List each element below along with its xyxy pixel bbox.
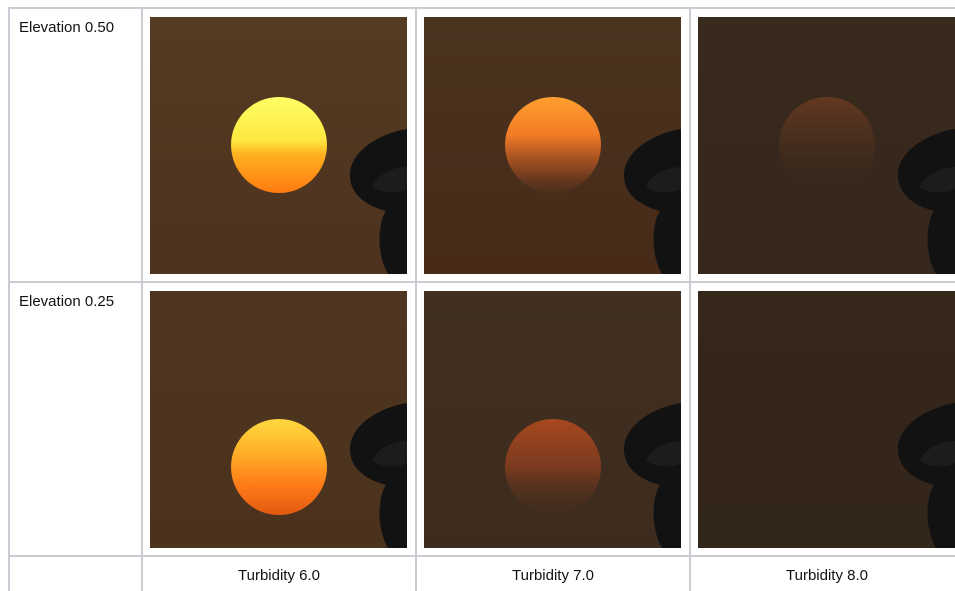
rock-silhouette bbox=[623, 403, 681, 548]
table-grid bbox=[8, 7, 955, 591]
sun bbox=[505, 419, 601, 515]
column-label: Turbidity 7.0 bbox=[512, 567, 594, 584]
rock-highlight bbox=[372, 441, 407, 467]
row-label: Elevation 0.25 bbox=[19, 293, 114, 310]
rock-silhouette bbox=[623, 129, 681, 274]
render-image bbox=[698, 17, 955, 274]
rock-silhouette bbox=[897, 129, 955, 274]
sun bbox=[231, 419, 327, 515]
rock-silhouette bbox=[897, 403, 955, 548]
rock-highlight bbox=[920, 441, 955, 467]
rock-highlight bbox=[920, 167, 955, 193]
render-image bbox=[424, 291, 681, 548]
render-image bbox=[698, 291, 955, 548]
sun bbox=[505, 97, 601, 193]
rock-silhouette bbox=[349, 403, 407, 548]
render-image bbox=[150, 291, 407, 548]
column-label: Turbidity 8.0 bbox=[786, 567, 868, 584]
rock-highlight bbox=[372, 167, 407, 193]
row-label: Elevation 0.50 bbox=[19, 19, 114, 36]
render-image bbox=[424, 17, 681, 274]
rock-highlight bbox=[646, 441, 681, 467]
rock-silhouette bbox=[349, 129, 407, 274]
render-image bbox=[150, 17, 407, 274]
sky bbox=[698, 291, 955, 548]
rock-highlight bbox=[646, 167, 681, 193]
sun bbox=[779, 97, 875, 193]
column-label: Turbidity 6.0 bbox=[238, 567, 320, 584]
image-grid bbox=[150, 17, 955, 548]
sun bbox=[231, 97, 327, 193]
